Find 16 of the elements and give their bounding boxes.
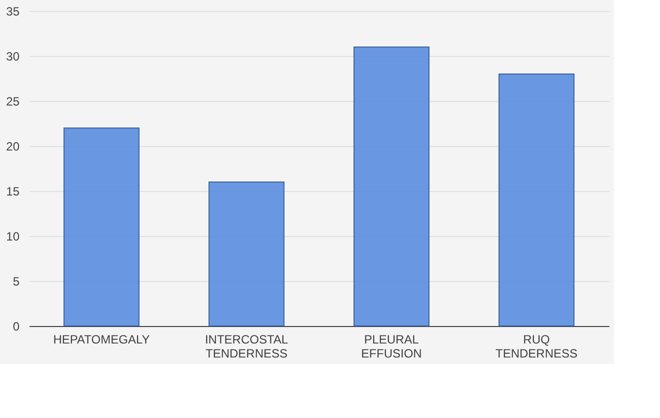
x-tick-label: INTERCOSTAL TENDERNESS [204,332,288,360]
x-tick-label: RUQ TENDERNESS [495,332,578,360]
bar [208,182,284,326]
y-tick-label: 0 [12,320,20,334]
y-tick-label: 20 [6,140,20,154]
bar [498,74,574,326]
y-tick-label: 30 [6,50,20,64]
y-tick-label: 10 [6,230,20,244]
y-tick-label: 25 [6,94,20,108]
bar [354,46,430,326]
y-tick-label: 15 [6,184,20,198]
x-tick-label: PLEURAL EFFUSION [361,332,422,360]
bar [64,128,140,326]
x-tick-label: HEPATOMEGALY [53,332,150,346]
y-tick-label: 5 [12,274,20,288]
y-tick-label: 35 [6,4,20,18]
